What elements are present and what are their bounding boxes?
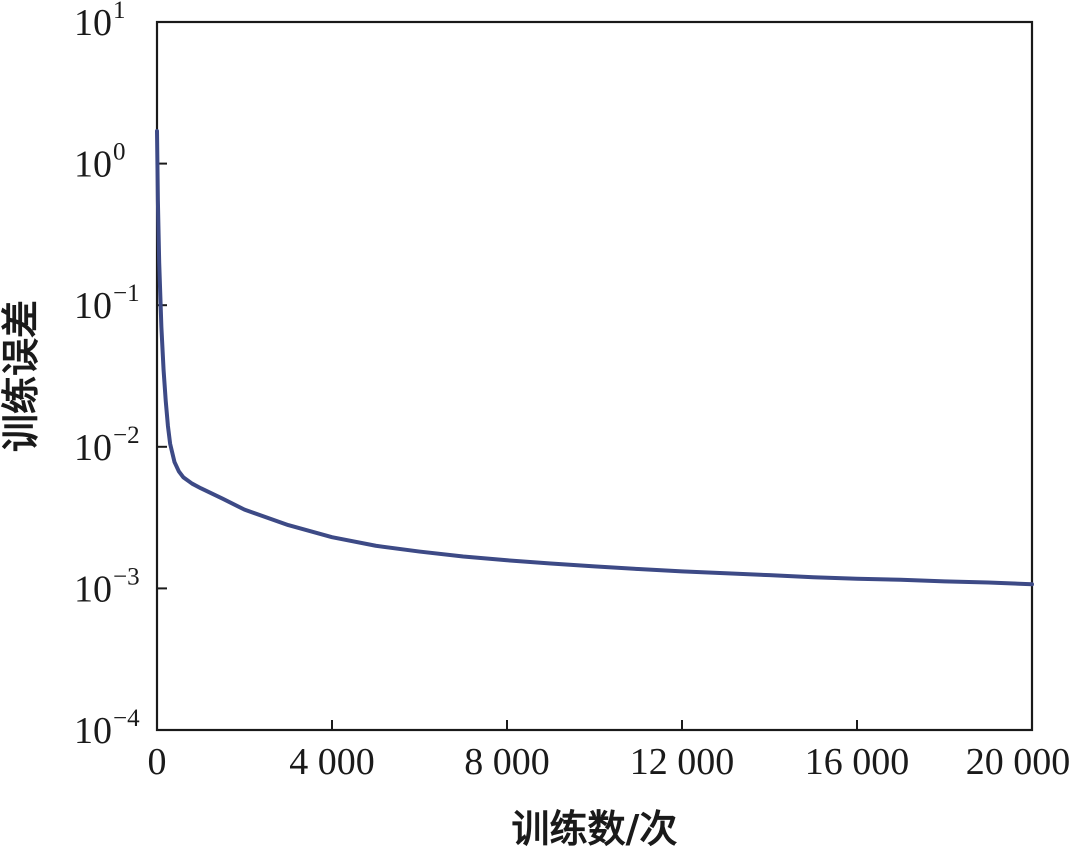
y-tick-label: 10 (74, 568, 112, 610)
y-tick-label: 10 (74, 285, 112, 327)
x-tick-label: 0 (148, 741, 167, 783)
y-tick-base: 10 (74, 568, 112, 610)
series-line (155, 128, 1034, 587)
y-tick-base: 10 (74, 2, 112, 44)
x-tick-label: 4 000 (289, 741, 375, 783)
y-tick-base: 10 (74, 427, 112, 469)
y-tick-exponent: −3 (113, 563, 140, 590)
y-tick-exponent: −2 (113, 422, 140, 449)
x-tick-label: 20 000 (966, 741, 1071, 783)
y-axis-title: 训练误差 (0, 300, 43, 452)
y-tick-exponent: −1 (113, 280, 140, 307)
y-tick-base: 10 (74, 144, 112, 186)
y-tick-exponent: 0 (113, 139, 126, 166)
y-tick-base: 10 (74, 710, 112, 752)
x-axis-title: 训练数/次 (512, 807, 678, 849)
y-tick-base: 10 (74, 285, 112, 327)
y-tick-label: 10 (74, 2, 112, 44)
y-tick-label: 10 (74, 144, 112, 186)
y-tick-exponent: 1 (113, 0, 126, 24)
y-tick-label: 10 (74, 427, 112, 469)
x-tick-label: 12 000 (630, 741, 735, 783)
y-tick-label: 10 (74, 710, 112, 752)
x-tick-label: 16 000 (805, 741, 910, 783)
plot-frame (155, 20, 1034, 732)
y-tick-exponent: −4 (113, 705, 140, 732)
x-tick-label: 8 000 (464, 741, 550, 783)
